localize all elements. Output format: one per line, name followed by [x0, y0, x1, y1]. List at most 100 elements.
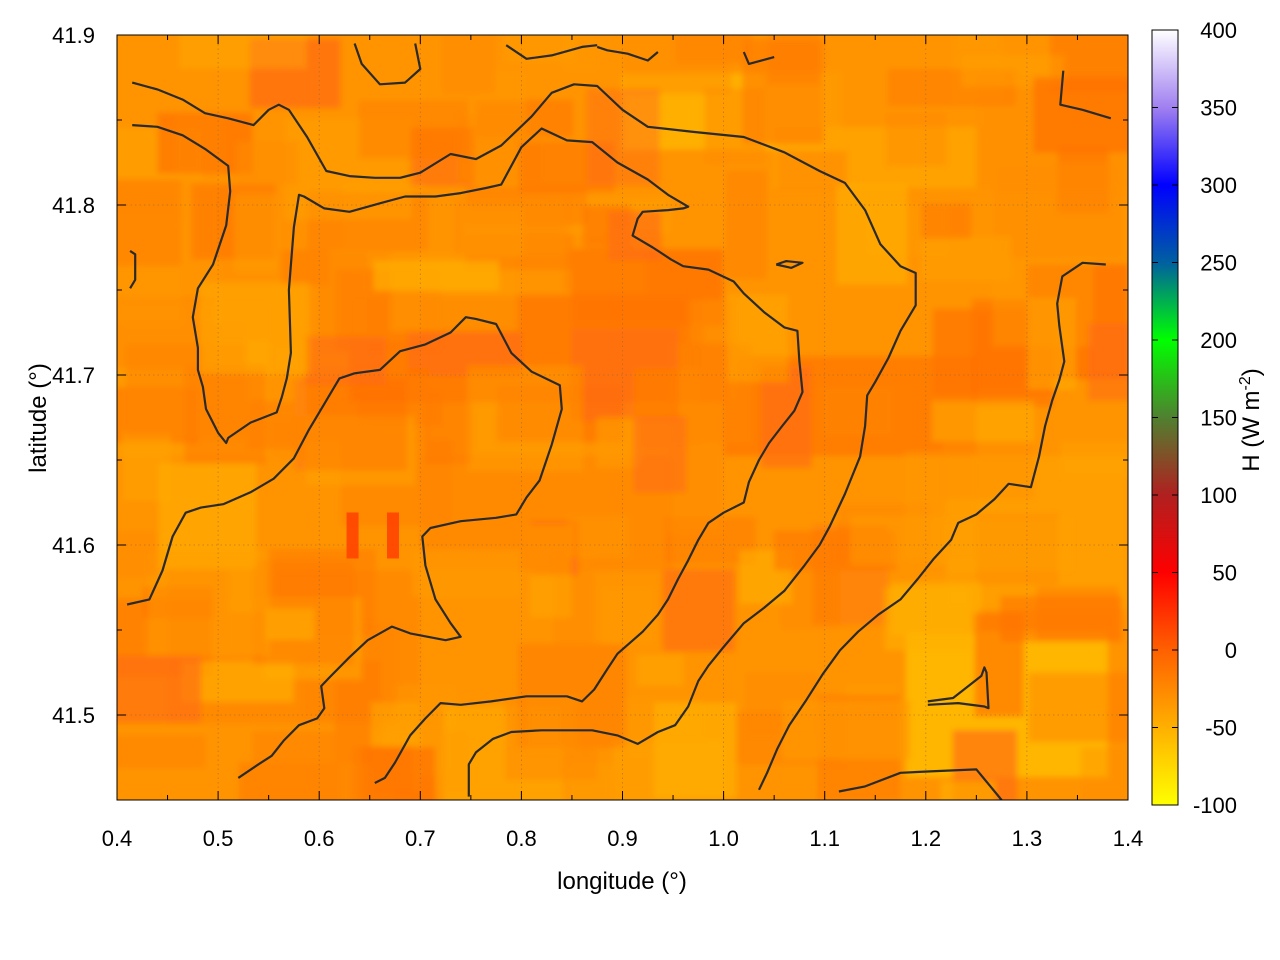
heatmap-cell: [946, 517, 1073, 572]
contour-line: [126, 316, 563, 779]
heatmap-cell: [1088, 323, 1128, 401]
heatmap-cell: [633, 416, 687, 493]
x-tick-label: 0.8: [506, 826, 537, 851]
contour-line: [131, 81, 917, 797]
heatmap-cell: [940, 780, 996, 800]
contour-line: [927, 666, 990, 710]
heatmap-cell: [234, 193, 278, 272]
contour-lines: [126, 43, 1112, 800]
y-axis-title: latitude (°): [25, 363, 52, 473]
heatmap-cell: [662, 568, 735, 652]
colorbar-tick-label: 300: [1200, 173, 1237, 198]
heatmap-cell: [653, 702, 737, 799]
colorbar-title: H (W m-2): [1237, 368, 1265, 472]
heatmap-cell: [358, 100, 468, 159]
heatmap-cell: [1080, 747, 1128, 800]
contour-line: [775, 260, 804, 269]
x-tick-label: 1.0: [708, 826, 739, 851]
colorbar-title-end: ): [1238, 368, 1265, 376]
heatmap-cell: [117, 531, 158, 578]
colorbar-tick-label: 100: [1200, 483, 1237, 508]
heatmap-cell: [265, 608, 315, 640]
y-tick-label: 41.9: [52, 23, 95, 48]
heatmap-cell: [760, 365, 812, 468]
x-tick-label: 1.2: [911, 826, 942, 851]
heatmap-cell: [782, 700, 911, 760]
heatmap-cell: [601, 587, 654, 644]
hotspot-cell: [387, 512, 400, 559]
heatmap-cell: [252, 731, 363, 800]
x-tick-label: 0.6: [304, 826, 335, 851]
heatmap-cell: [117, 179, 182, 266]
heatmap-cell: [467, 365, 583, 472]
heatmap-cell: [178, 35, 307, 69]
heatmap-cell: [462, 206, 524, 257]
contour-line: [1059, 70, 1112, 120]
heatmap-cell: [1028, 672, 1128, 743]
heatmap-cell: [199, 282, 310, 375]
x-tick-label: 1.3: [1012, 826, 1043, 851]
heatmap-cell: [1060, 441, 1128, 478]
heatmap-cell: [884, 587, 971, 651]
colorbar-ticks: 400 350 300 250 200 150 100 50 0 -50 -100: [1152, 18, 1237, 818]
x-tick-label: 0.9: [607, 826, 638, 851]
heatmap-cell: [836, 184, 908, 285]
colorbar-tick-label: 400: [1200, 18, 1237, 43]
heatmap-cell: [742, 39, 824, 145]
heatmap-cell: [992, 258, 1094, 347]
heatmap-patches: [117, 35, 1128, 800]
heatmap-cell: [776, 151, 848, 190]
contour-line: [129, 249, 137, 289]
heatmap-cell: [821, 387, 894, 436]
y-axis-ticks: 41.5 41.6 41.7 41.8 41.9: [52, 23, 1128, 728]
heatmap-cell: [1033, 77, 1128, 153]
heatmap-cell: [885, 112, 947, 167]
colorbar-tick-label: 350: [1200, 96, 1237, 121]
heatmap-cell: [505, 698, 598, 780]
colorbar-tick-label: -50: [1205, 716, 1237, 741]
heatmap-cell: [236, 141, 299, 185]
y-tick-label: 41.6: [52, 533, 95, 558]
x-axis-title: longitude (°): [557, 868, 687, 895]
colorbar-tick-label: 200: [1200, 328, 1237, 353]
contour-line: [353, 43, 422, 86]
colorbar-tick-label: 0: [1225, 638, 1237, 663]
heatmap-cell: [248, 401, 295, 449]
heatmap-field: [117, 35, 1128, 800]
colorbar-tick-label: 250: [1200, 251, 1237, 276]
contour-line: [505, 44, 598, 60]
heatmap-cell: [117, 655, 202, 723]
heatmap-cell: [147, 549, 271, 657]
heatmap-cell: [586, 89, 660, 186]
contour-line: [132, 124, 804, 784]
contour-line: [742, 51, 775, 66]
heatmap-cell: [294, 378, 408, 471]
heatmap-cell: [529, 524, 572, 618]
heatmap-cell: [373, 260, 500, 291]
x-tick-label: 1.4: [1113, 826, 1144, 851]
hotspot-markers: [346, 512, 400, 559]
heatmap-cell: [931, 401, 1035, 442]
hotspot-cell: [346, 512, 359, 559]
heatmap-cell: [318, 252, 368, 353]
heatmap-cell: [994, 163, 1122, 257]
contour-line: [838, 768, 1003, 800]
colorbar-title-base: H (W m: [1238, 390, 1265, 471]
x-tick-label: 0.7: [405, 826, 436, 851]
x-tick-label: 0.5: [203, 826, 234, 851]
heatmap-cell: [850, 516, 948, 566]
heatmap-cell: [942, 442, 1035, 500]
heatmap-cell: [636, 654, 684, 687]
contour-line: [758, 261, 1106, 791]
grid-lines: [117, 35, 1128, 800]
colorbar-tick-label: 150: [1200, 406, 1237, 431]
heatmap-cell: [952, 730, 1017, 800]
heatmap-cell: [424, 386, 473, 465]
heatmap-cell: [567, 515, 631, 558]
heatmap-cell: [1000, 595, 1123, 642]
x-axis-ticks: 0.4 0.5 0.6 0.7 0.8 0.9 1.0 1.1 1.2 1.3 1.4: [102, 35, 1144, 851]
heatmap-cell: [676, 35, 753, 64]
y-tick-label: 41.7: [52, 363, 95, 388]
heatmap-cell: [352, 747, 436, 800]
colorbar-tick-label: 50: [1213, 561, 1237, 586]
